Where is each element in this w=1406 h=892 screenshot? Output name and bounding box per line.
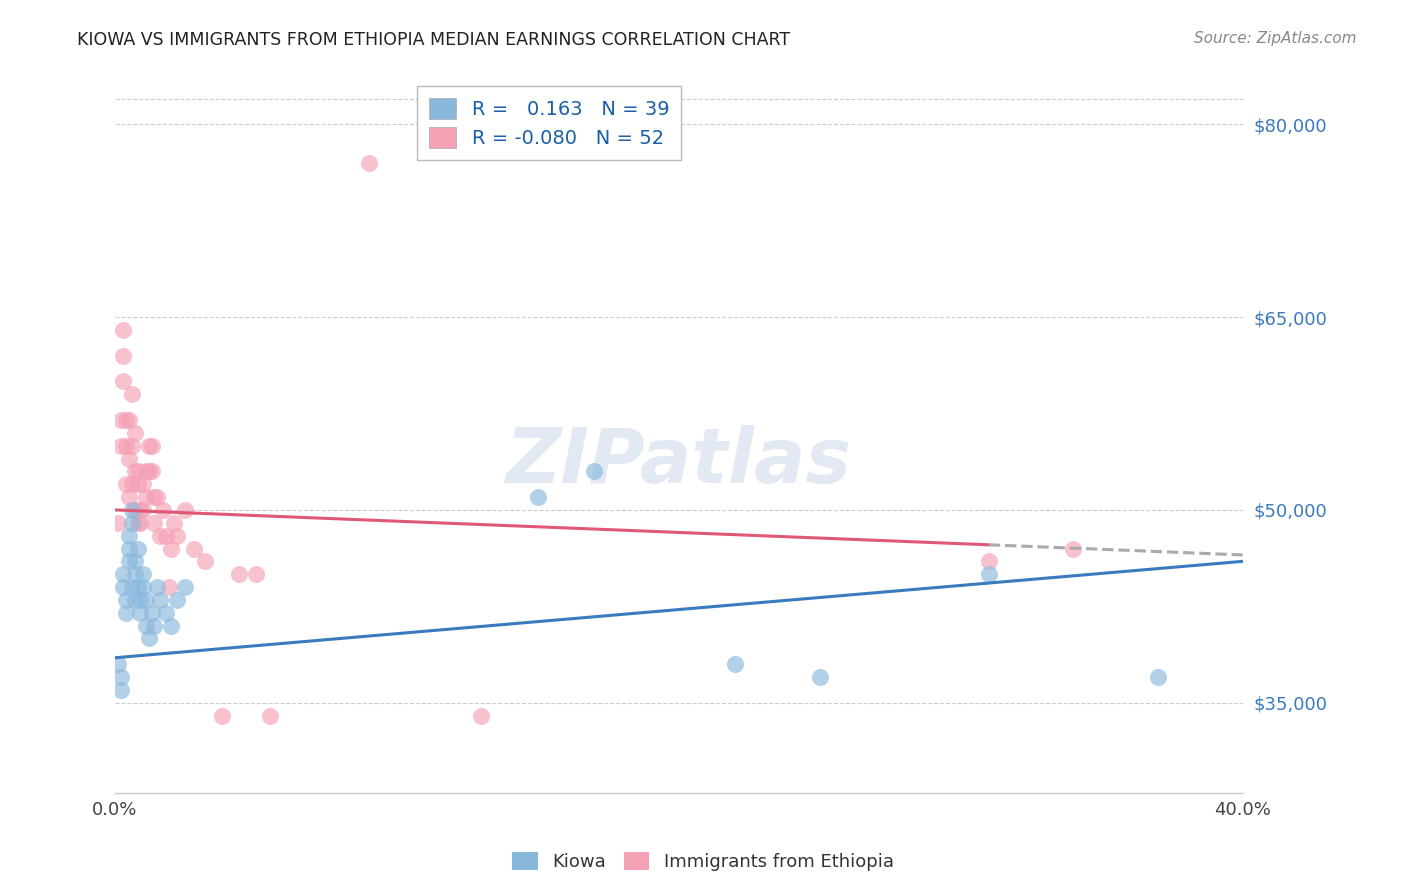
Point: [110, 439, 132, 453]
Point: [135, 464, 157, 478]
Point: [166, 529, 188, 543]
Point: [129, 503, 152, 517]
Point: [124, 425, 146, 440]
Point: [112, 375, 135, 389]
Point: [124, 464, 146, 478]
Point: [135, 618, 157, 632]
Point: [141, 439, 163, 453]
Point: [141, 464, 163, 478]
Point: [118, 529, 141, 543]
Point: [118, 554, 141, 568]
Point: [112, 580, 135, 594]
Point: [166, 593, 188, 607]
Point: [155, 606, 177, 620]
Point: [132, 580, 155, 594]
Point: [211, 708, 233, 723]
Point: [118, 413, 141, 427]
Point: [138, 632, 160, 646]
Point: [115, 606, 138, 620]
Point: [808, 670, 831, 684]
Point: [112, 349, 135, 363]
Point: [121, 580, 143, 594]
Point: [183, 541, 205, 556]
Point: [583, 464, 606, 478]
Point: [132, 477, 155, 491]
Point: [121, 503, 143, 517]
Point: [129, 606, 152, 620]
Point: [115, 477, 138, 491]
Point: [110, 670, 132, 684]
Point: [143, 490, 166, 504]
Point: [107, 657, 129, 672]
Point: [121, 477, 143, 491]
Point: [132, 503, 155, 517]
Point: [115, 593, 138, 607]
Point: [132, 567, 155, 582]
Point: [245, 567, 267, 582]
Point: [149, 593, 172, 607]
Point: [470, 708, 492, 723]
Point: [160, 541, 183, 556]
Point: [527, 490, 550, 504]
Legend: Kiowa, Immigrants from Ethiopia: Kiowa, Immigrants from Ethiopia: [505, 845, 901, 879]
Point: [357, 156, 380, 170]
Point: [135, 593, 157, 607]
Point: [127, 477, 149, 491]
Point: [1147, 670, 1170, 684]
Point: [124, 567, 146, 582]
Point: [121, 516, 143, 530]
Point: [124, 503, 146, 517]
Point: [115, 413, 138, 427]
Point: [155, 529, 177, 543]
Point: [160, 618, 183, 632]
Point: [146, 490, 169, 504]
Point: [228, 567, 250, 582]
Point: [157, 580, 180, 594]
Point: [110, 682, 132, 697]
Text: Source: ZipAtlas.com: Source: ZipAtlas.com: [1194, 31, 1357, 46]
Point: [121, 439, 143, 453]
Point: [118, 490, 141, 504]
Point: [124, 593, 146, 607]
Text: KIOWA VS IMMIGRANTS FROM ETHIOPIA MEDIAN EARNINGS CORRELATION CHART: KIOWA VS IMMIGRANTS FROM ETHIOPIA MEDIAN…: [77, 31, 790, 49]
Point: [127, 516, 149, 530]
Point: [194, 554, 217, 568]
Point: [121, 387, 143, 401]
Point: [174, 580, 197, 594]
Point: [141, 606, 163, 620]
Point: [110, 413, 132, 427]
Point: [112, 323, 135, 337]
Point: [135, 490, 157, 504]
Point: [118, 541, 141, 556]
Point: [129, 593, 152, 607]
Point: [163, 516, 186, 530]
Point: [149, 529, 172, 543]
Point: [107, 516, 129, 530]
Point: [115, 439, 138, 453]
Point: [259, 708, 281, 723]
Point: [174, 503, 197, 517]
Point: [112, 567, 135, 582]
Point: [146, 580, 169, 594]
Point: [977, 567, 1000, 582]
Point: [138, 439, 160, 453]
Point: [152, 503, 174, 517]
Point: [127, 541, 149, 556]
Point: [143, 618, 166, 632]
Legend: R =   0.163   N = 39, R = -0.080   N = 52: R = 0.163 N = 39, R = -0.080 N = 52: [418, 87, 681, 160]
Point: [129, 516, 152, 530]
Point: [127, 464, 149, 478]
Point: [1062, 541, 1084, 556]
Point: [143, 516, 166, 530]
Point: [138, 464, 160, 478]
Point: [118, 451, 141, 466]
Point: [724, 657, 747, 672]
Point: [977, 554, 1000, 568]
Text: ZIPatlas: ZIPatlas: [506, 425, 852, 499]
Point: [124, 554, 146, 568]
Point: [127, 580, 149, 594]
